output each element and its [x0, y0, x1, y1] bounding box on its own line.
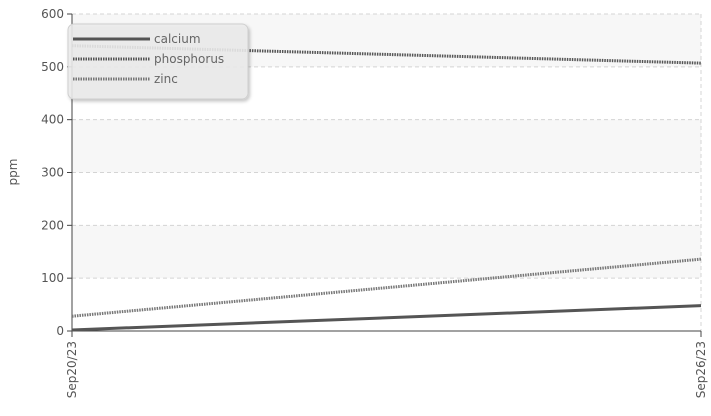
y-tick-label: 200 [41, 218, 64, 232]
y-tick-label: 0 [56, 324, 64, 338]
legend: calcium phosphorus zinc [67, 23, 249, 100]
legend-label-calcium: calcium [154, 32, 201, 46]
legend-label-zinc: zinc [154, 72, 178, 86]
grid-band [72, 119, 701, 173]
y-tick-label: 300 [41, 166, 64, 180]
y-tick-label: 500 [41, 60, 64, 74]
y-tick-label: 600 [41, 7, 64, 21]
x-tick-label: Sep26/23 [694, 341, 708, 398]
x-tick-label: Sep20/23 [65, 341, 79, 398]
legend-label-phosphorus: phosphorus [154, 52, 224, 66]
series-line-zinc [71, 257, 702, 318]
series-line-calcium [71, 304, 702, 332]
y-tick-label: 400 [41, 113, 64, 127]
axes: 0 100 200 300 400 500 600 Sep20/23 Sep26/23 [41, 7, 708, 398]
y-axis-label: ppm [6, 159, 20, 186]
grid-bands [72, 14, 701, 279]
series-lines [71, 44, 702, 332]
y-tick-label: 100 [41, 271, 64, 285]
grid-band [72, 225, 701, 279]
